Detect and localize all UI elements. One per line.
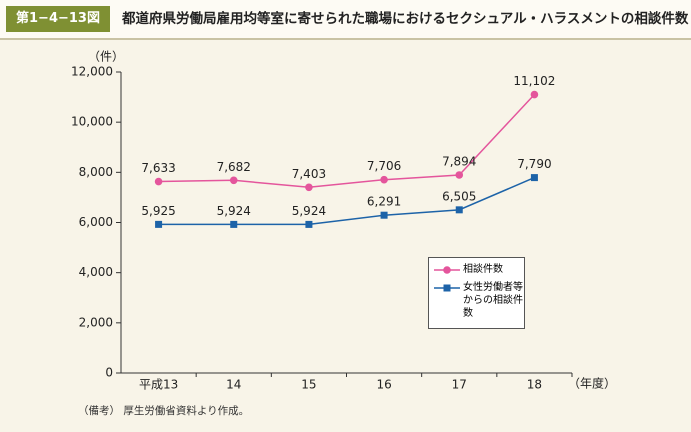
legend-marker xyxy=(443,284,451,292)
data-label: 7,894 xyxy=(442,154,476,168)
marker xyxy=(455,171,464,179)
legend-marker xyxy=(443,266,451,274)
marker xyxy=(380,175,388,184)
legend: 相談件数女性労働者等からの相談件数 xyxy=(428,257,525,329)
x-axis-label: （年度） xyxy=(568,376,616,391)
marker xyxy=(455,206,463,214)
data-label: 7,790 xyxy=(517,157,551,171)
data-label: 5,924 xyxy=(292,204,326,218)
marker xyxy=(230,220,238,228)
data-label: 7,633 xyxy=(141,161,175,175)
marker xyxy=(305,220,313,228)
data-label: 6,291 xyxy=(367,195,401,209)
data-label: 7,682 xyxy=(217,160,251,174)
marker xyxy=(229,176,238,185)
data-label: 11,102 xyxy=(513,74,555,88)
y-tick-label: 12,000 xyxy=(71,65,113,79)
legend-label: 相談件数 xyxy=(463,264,503,275)
data-label: 5,925 xyxy=(141,204,175,218)
header: 第1−4−13図 都道府県労働局雇用均等室に寄せられた職場におけるセクシュアル・… xyxy=(0,0,691,40)
y-tick-label: 10,000 xyxy=(71,115,113,129)
x-tick-label: 15 xyxy=(301,378,316,392)
x-tick-label: 17 xyxy=(452,378,467,392)
note: （備考） 厚生労働省資料より作成。 xyxy=(78,405,250,417)
data-label: 6,505 xyxy=(442,189,476,203)
x-tick-label: 16 xyxy=(376,378,391,392)
series-line xyxy=(158,94,535,189)
x-tick-label: 18 xyxy=(527,378,542,392)
y-tick-label: 0 xyxy=(105,366,113,380)
data-label: 7,706 xyxy=(367,159,401,173)
y-tick-label: 6,000 xyxy=(79,215,113,229)
x-tick-label: 平成13 xyxy=(139,378,178,392)
marker xyxy=(530,174,538,182)
y-tick-label: 4,000 xyxy=(79,265,113,279)
marker xyxy=(380,211,388,219)
y-tick-label: 8,000 xyxy=(79,165,113,179)
marker xyxy=(154,177,163,186)
data-label: 7,403 xyxy=(292,167,326,181)
marker xyxy=(530,90,539,99)
legend-label: 女性労働者等からの相談件数 xyxy=(463,282,523,319)
marker xyxy=(305,183,313,192)
y-axis-label: （件） xyxy=(88,50,124,64)
legend-swatch xyxy=(434,266,460,274)
figure-label: 第1−4−13図 xyxy=(6,6,110,32)
series-line xyxy=(158,176,535,226)
y-tick-label: 2,000 xyxy=(79,315,113,329)
marker xyxy=(155,220,163,228)
data-label: 5,924 xyxy=(217,204,251,218)
legend-swatch xyxy=(434,284,460,292)
chart-title: 都道府県労働局雇用均等室に寄せられた職場におけるセクシュアル・ハラスメントの相談… xyxy=(122,11,689,27)
x-tick-label: 14 xyxy=(226,378,241,392)
